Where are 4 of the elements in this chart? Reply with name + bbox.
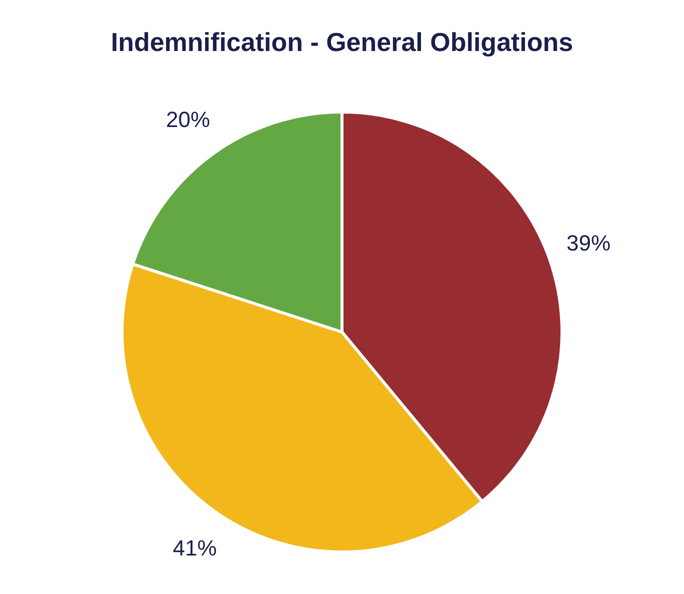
data-label: 41% [172,536,217,561]
data-label: 20% [166,107,210,132]
chart-title: Indemnification - General Obligations [110,27,574,57]
data-label: 39% [566,230,611,256]
